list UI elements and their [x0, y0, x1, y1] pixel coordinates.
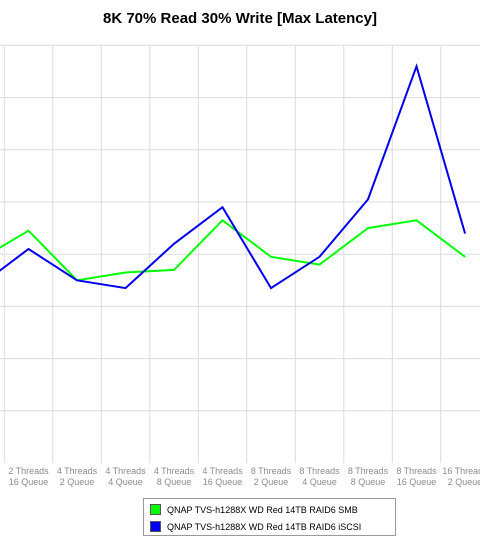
legend-label: QNAP TVS-h1288X WD Red 14TB RAID6 iSCSI: [167, 521, 362, 532]
series-layer: [0, 63, 466, 290]
series-line-0: [0, 218, 466, 282]
series-0-point: [173, 269, 175, 271]
chart-title: 8K 70% Read 30% Write [Max Latency]: [103, 10, 377, 27]
x-tick-label: 2 Threads 16 Queue: [8, 466, 49, 487]
series-0-point: [270, 256, 272, 258]
series-1-point: [464, 232, 466, 234]
series-0-point: [464, 256, 466, 258]
series-1-point: [367, 198, 369, 200]
legend-label: QNAP TVS-h1288X WD Red 14TB RAID6 SMB: [167, 504, 358, 515]
x-tick-label: 4 Threads 2 Queue: [57, 466, 98, 487]
series-0-point: [318, 264, 321, 266]
series-1-point: [415, 65, 418, 67]
series-0-point: [415, 219, 418, 221]
series-0-point: [124, 271, 127, 274]
x-tick-label: 8 Threads 16 Queue: [396, 466, 437, 487]
x-tick-label: 4 Threads 8 Queue: [154, 466, 195, 487]
series-1-point: [221, 206, 224, 208]
legend-item: QNAP TVS-h1288X WD Red 14TB RAID6 iSCSI: [150, 518, 389, 535]
series-0-point: [221, 219, 224, 221]
x-tick-label: 8 Threads 8 Queue: [348, 466, 389, 487]
legend: QNAP TVS-h1288X WD Red 14TB RAID6 SMB QNA…: [143, 498, 396, 536]
legend-swatch: [150, 521, 161, 532]
series-0-point: [367, 227, 369, 229]
series-0-point: [27, 230, 30, 232]
x-tick-label: 4 Threads 4 Queue: [105, 466, 146, 487]
series-1-point: [124, 287, 127, 289]
grid-layer: [0, 44, 480, 463]
series-1-point: [270, 287, 272, 289]
legend-swatch: [150, 504, 161, 515]
series-1-point: [173, 243, 175, 245]
series-1-point: [27, 248, 30, 250]
series-line-1: [0, 63, 466, 290]
x-tick-label: 8 Threads 2 Queue: [251, 466, 292, 487]
x-tick-label: 4 Threads 16 Queue: [202, 466, 243, 487]
series-1-point: [318, 256, 321, 258]
series-1-point: [76, 279, 78, 281]
legend-item: QNAP TVS-h1288X WD Red 14TB RAID6 SMB: [150, 501, 389, 518]
